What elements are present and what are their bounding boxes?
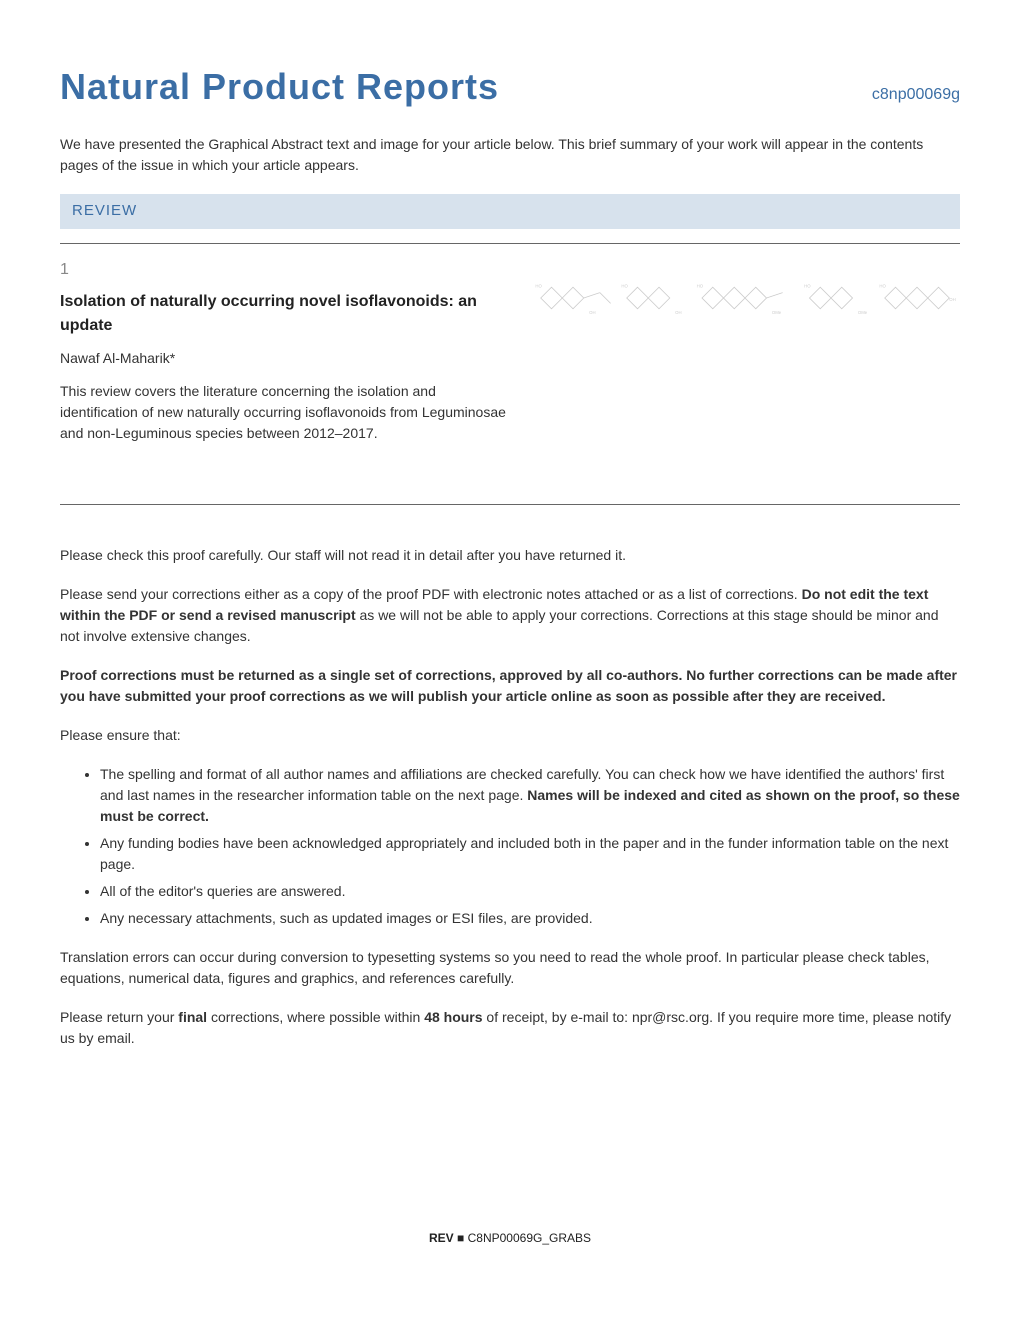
footer-sep: ■: [457, 1231, 464, 1245]
svg-text:HO: HO: [804, 283, 811, 288]
instruction-line-4: Please ensure that:: [60, 725, 960, 746]
abstract-left: 1 Isolation of naturally occurring novel…: [60, 258, 510, 444]
section-bar: REVIEW: [60, 194, 960, 229]
article-title: Isolation of naturally occurring novel i…: [60, 290, 510, 338]
instruction-line-6: Please return your final corrections, wh…: [60, 1007, 960, 1049]
footer-code: C8NP00069G_GRABS: [468, 1231, 591, 1245]
svg-text:OMe: OMe: [858, 310, 868, 315]
svg-text:OH: OH: [675, 310, 681, 315]
instr6-bold1: final: [178, 1009, 207, 1025]
instr2-a: Please send your corrections either as a…: [60, 586, 802, 602]
journal-title: Natural Product Reports: [60, 60, 499, 114]
instr6-bold2: 48 hours: [424, 1009, 482, 1025]
bullet-2: Any funding bodies have been acknowledge…: [100, 833, 960, 875]
abstract-image-area: HO OH HO OH HO OMe HO OMe HO OH: [530, 258, 960, 444]
footer: REV ■ C8NP00069G_GRABS: [60, 1229, 960, 1247]
page-number: 1: [60, 258, 510, 282]
article-id: c8np00069g: [872, 83, 960, 107]
svg-text:OH: OH: [949, 297, 955, 302]
bullet-4: Any necessary attachments, such as updat…: [100, 908, 960, 929]
abstract-box: 1 Isolation of naturally occurring novel…: [60, 243, 960, 505]
instruction-bullets: The spelling and format of all author na…: [100, 764, 960, 929]
footer-rev: REV: [429, 1231, 454, 1245]
intro-text: We have presented the Graphical Abstract…: [60, 134, 960, 176]
chemical-structure-image: HO OH HO OH HO OMe HO OMe HO OH: [530, 268, 960, 328]
svg-text:OH: OH: [589, 310, 595, 315]
instr6-a: Please return your: [60, 1009, 178, 1025]
svg-text:OMe: OMe: [772, 310, 782, 315]
instruction-line-2: Please send your corrections either as a…: [60, 584, 960, 647]
instruction-line-5: Translation errors can occur during conv…: [60, 947, 960, 989]
svg-text:HO: HO: [879, 283, 886, 288]
author-name: Nawaf Al-Maharik*: [60, 348, 510, 369]
instructions: Please check this proof carefully. Our s…: [60, 545, 960, 1049]
svg-text:HO: HO: [535, 283, 542, 288]
bullet-3: All of the editor's queries are answered…: [100, 881, 960, 902]
instruction-line-3: Proof corrections must be returned as a …: [60, 665, 960, 707]
svg-text:HO: HO: [697, 283, 704, 288]
instr6-b: corrections, where possible within: [207, 1009, 424, 1025]
header-row: Natural Product Reports c8np00069g: [60, 60, 960, 114]
instruction-line-1: Please check this proof carefully. Our s…: [60, 545, 960, 566]
abstract-text: This review covers the literature concer…: [60, 381, 510, 444]
svg-text:HO: HO: [621, 283, 628, 288]
bullet-1: The spelling and format of all author na…: [100, 764, 960, 827]
